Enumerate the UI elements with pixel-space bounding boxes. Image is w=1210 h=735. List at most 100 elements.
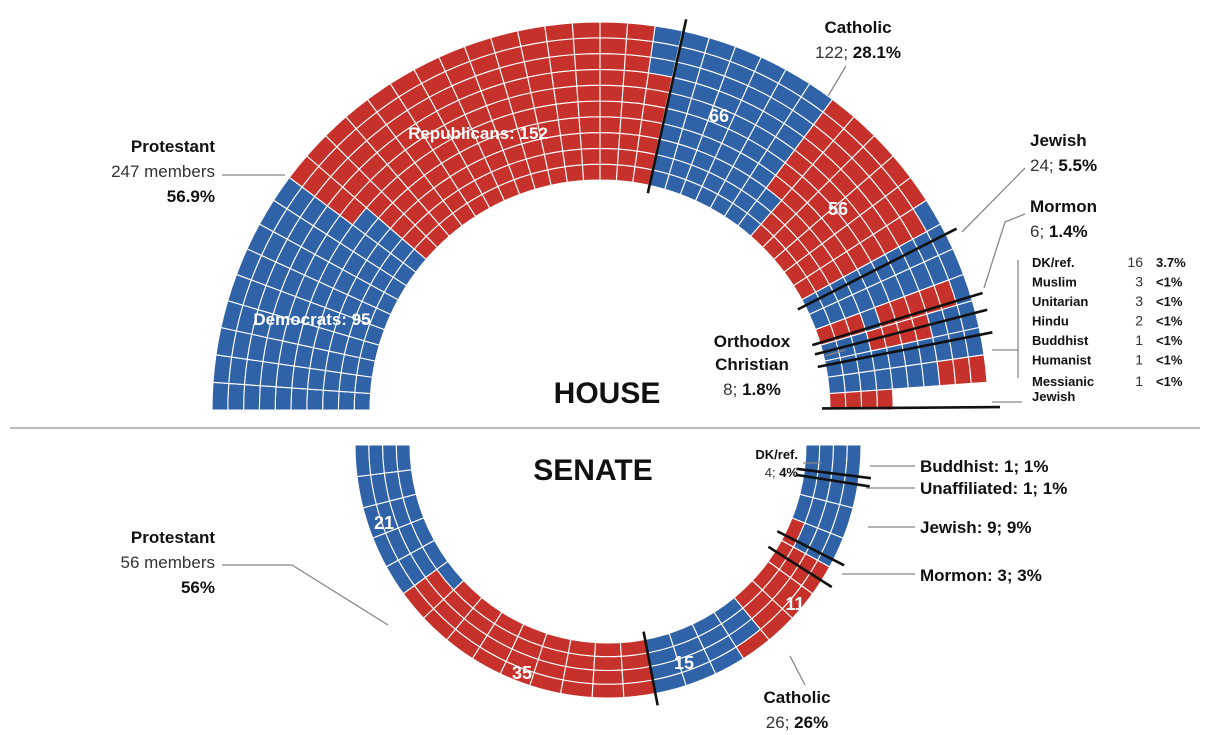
house-seat [579, 132, 601, 150]
senate-catholic-line: 26; 26% [766, 713, 828, 732]
house-seat [599, 53, 627, 71]
small-group-name: Humanist [1032, 353, 1092, 368]
house-seat [622, 69, 650, 90]
small-group-name: DK/ref. [1032, 255, 1075, 270]
house-seat [625, 22, 656, 43]
senate-catholic-leader [789, 655, 806, 686]
senate-buddhist-label: Buddhist: 1; 1% [920, 457, 1048, 476]
small-group-count: 1 [1135, 352, 1143, 368]
house-catholic-leader [827, 65, 847, 97]
small-group-count: 1 [1135, 373, 1143, 389]
house-seat [618, 132, 641, 152]
house-seat [212, 354, 233, 385]
house-catholic-count: 122; [815, 43, 853, 62]
senate-seat [817, 444, 835, 474]
small-group-share: <1% [1156, 353, 1183, 368]
house-group-divider [814, 308, 988, 356]
senate-catholic-count: 26; [766, 713, 794, 732]
house-seat [290, 387, 309, 411]
house-seat [571, 21, 601, 40]
house-seat [621, 85, 647, 105]
house-catholic-line: 122; 28.1% [815, 43, 901, 62]
senate-seat [831, 444, 848, 476]
house-seat [858, 369, 878, 392]
house-seat [576, 84, 601, 103]
house-seat [873, 367, 894, 391]
senate-unaffiliated-label: Unaffiliated: 1; 1% [920, 479, 1067, 498]
small-group-name: Unitarian [1032, 294, 1088, 309]
small-group-count: 2 [1135, 313, 1143, 329]
house-orthodox-name-2: Christian [715, 355, 789, 374]
house-orthodox-count: 8; [723, 380, 742, 399]
small-group-count: 16 [1127, 254, 1143, 270]
senate-dkref-count: 4; [765, 465, 779, 480]
house-democrats-catholic-label: 66 [709, 106, 729, 126]
house-seat [354, 374, 373, 395]
senate-dividers [642, 467, 872, 706]
senate-seat [593, 655, 623, 672]
house-seat [599, 163, 619, 182]
senate-seat [594, 642, 622, 658]
house-seat [337, 390, 356, 411]
house-orthodox-line: 8; 1.8% [723, 380, 781, 399]
house-orthodox-share: 1.8% [742, 380, 781, 399]
senate-catholic-name: Catholic [763, 688, 830, 707]
house-jewish-count: 24; [1030, 156, 1058, 175]
small-group-name: Buddhist [1032, 333, 1089, 348]
senate-title: SENATE [533, 454, 652, 487]
house-jewish-share: 5.5% [1058, 156, 1097, 175]
house-seat [291, 365, 311, 390]
house-seat [599, 68, 625, 87]
house-protestant-count: 247 members [111, 162, 215, 181]
house-seat [580, 147, 601, 166]
house-seat [306, 388, 324, 411]
house-seat [620, 101, 645, 121]
house-seat [322, 369, 342, 392]
house-seat [557, 116, 581, 137]
small-group-share: <1% [1156, 333, 1183, 348]
house-seat [550, 69, 578, 90]
small-group-share: <1% [1156, 275, 1183, 290]
house-seat [575, 68, 601, 87]
house-mormon-share: 1.4% [1049, 222, 1088, 241]
senate-seat [591, 683, 625, 699]
house-seat [619, 116, 643, 137]
house-protestant-name: Protestant [131, 137, 215, 156]
house-orthodox-leader [824, 349, 846, 357]
small-group-share: 3.7% [1156, 255, 1186, 270]
senate-republicans-protestant-label: 35 [512, 663, 532, 683]
house-seat [889, 365, 909, 390]
senate-seat [844, 444, 862, 478]
small-group-share: <1% [1156, 374, 1183, 389]
house-seat [920, 360, 941, 388]
house-seat [211, 381, 230, 411]
house-jewish-name: Jewish [1030, 131, 1087, 150]
senate-seat [395, 444, 413, 473]
senate-democrats-protestant-label: 21 [374, 513, 394, 533]
house-seat [544, 22, 575, 43]
house-seat [553, 85, 579, 105]
house-seat [338, 372, 358, 394]
house-mormon-line: 6; 1.4% [1030, 222, 1088, 241]
small-group-name: Jewish [1032, 389, 1075, 404]
senate-protestant-leader [222, 564, 389, 626]
senate-seat [381, 444, 399, 474]
house-orthodox-name-1: Orthodox [714, 332, 791, 351]
small-group-count: 3 [1135, 293, 1143, 309]
house-seat [842, 372, 862, 394]
house-seat [353, 391, 372, 411]
house-group-divider [817, 331, 993, 369]
house-democrats-protestant-label: Democrats: 95 [253, 310, 370, 329]
house-seat [876, 388, 894, 411]
house-mormon-leader [983, 213, 1026, 289]
house-seat [599, 132, 621, 150]
house-seat [306, 367, 327, 391]
house-seat [599, 116, 622, 134]
house-seat [559, 132, 582, 152]
house-seat [243, 358, 264, 387]
house-group-divider [646, 19, 688, 194]
house-seat [573, 53, 601, 71]
house-group-divider [797, 227, 958, 311]
small-group-count: 1 [1135, 332, 1143, 348]
